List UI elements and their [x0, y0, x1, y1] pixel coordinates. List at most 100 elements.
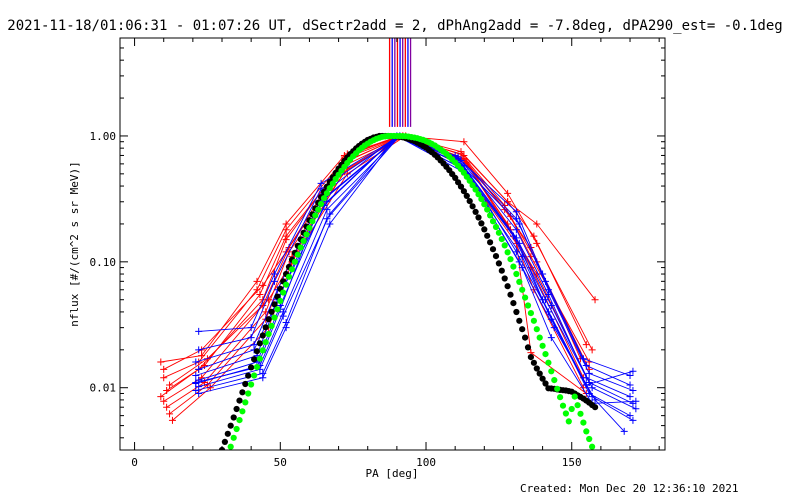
- model-point-black: [239, 389, 246, 396]
- series-marker-blue: [270, 277, 278, 285]
- series-marker-red: [588, 346, 596, 354]
- model-point-black: [513, 308, 520, 316]
- series-marker-blue: [585, 369, 593, 377]
- model-point-green: [268, 322, 275, 329]
- series-marker-red: [265, 296, 273, 304]
- model-point-green: [510, 263, 517, 270]
- model-point-green: [504, 249, 511, 256]
- model-point-green: [472, 186, 479, 193]
- model-point-black: [221, 438, 228, 445]
- model-point-green: [265, 330, 272, 338]
- x-tick-label: 100: [416, 456, 436, 469]
- model-point-green: [239, 408, 246, 415]
- series-marker-red: [160, 374, 168, 382]
- series-marker-red: [256, 291, 264, 299]
- series-marker-blue: [588, 384, 596, 392]
- series-marker-blue: [512, 234, 520, 242]
- model-point-green: [318, 200, 325, 207]
- series-marker-red: [457, 150, 465, 158]
- model-point-green: [542, 351, 549, 358]
- model-point-green: [559, 402, 567, 409]
- model-point-green: [469, 182, 476, 189]
- series-line-red-8: [163, 135, 593, 370]
- x-tick-label: 0: [131, 456, 138, 469]
- model-point-green: [227, 443, 234, 450]
- series-marker-blue: [512, 226, 520, 234]
- series-marker-red: [160, 397, 168, 405]
- series-marker-blue: [192, 378, 200, 386]
- series-marker-red: [533, 239, 541, 247]
- model-point-green: [586, 435, 593, 443]
- series-marker-blue: [626, 381, 634, 389]
- model-point-black: [484, 232, 491, 239]
- model-point-green: [280, 289, 287, 296]
- model-point-black: [524, 344, 532, 351]
- model-point-green: [568, 405, 575, 413]
- series-marker-blue: [629, 416, 637, 424]
- series-marker-blue: [632, 397, 640, 405]
- model-point-black: [251, 356, 258, 363]
- model-point-green: [589, 443, 596, 450]
- model-point-green: [297, 244, 304, 251]
- model-point-green: [527, 310, 535, 317]
- model-point-black: [248, 364, 255, 371]
- series-marker-blue: [270, 270, 278, 278]
- series-marker-blue: [620, 427, 628, 435]
- model-point-black: [533, 365, 540, 372]
- series-marker-blue: [512, 208, 520, 216]
- model-point-green: [562, 410, 570, 417]
- series-line-red-4: [163, 135, 584, 402]
- series-marker-blue: [195, 327, 203, 335]
- model-point-black: [498, 267, 505, 274]
- model-point-black: [242, 380, 249, 388]
- model-point-green: [285, 273, 293, 280]
- x-axis-label: PA [deg]: [366, 467, 419, 480]
- model-point-green: [557, 394, 564, 401]
- model-point-green: [522, 294, 529, 301]
- series-marker-blue: [632, 405, 640, 413]
- model-point-green: [306, 224, 313, 231]
- series-marker-red: [168, 416, 176, 424]
- model-point-green: [533, 326, 540, 333]
- series-marker-blue: [192, 372, 200, 380]
- series-marker-blue: [195, 389, 203, 397]
- model-point-black: [495, 260, 502, 267]
- model-point-green: [554, 385, 561, 392]
- model-point-green: [466, 177, 473, 184]
- series-marker-blue: [626, 393, 634, 401]
- model-point-green: [548, 368, 555, 375]
- model-point-green: [513, 270, 520, 278]
- series-marker-blue: [454, 155, 462, 163]
- model-point-black: [516, 317, 523, 324]
- series-marker-blue: [192, 387, 200, 395]
- series-marker-red: [533, 220, 541, 228]
- model-point-black: [230, 414, 237, 421]
- model-point-green: [475, 191, 482, 198]
- y-tick-label: 0.01: [90, 382, 117, 395]
- model-point-green: [329, 180, 336, 187]
- series-marker-blue: [192, 358, 200, 366]
- series-marker-red: [282, 236, 290, 244]
- model-point-green: [233, 425, 240, 433]
- series-marker-blue: [247, 334, 255, 342]
- model-point-green: [577, 410, 584, 417]
- model-point-green: [274, 306, 281, 313]
- model-point-black: [271, 301, 278, 308]
- series-marker-blue: [591, 396, 599, 404]
- series-marker-blue: [323, 206, 331, 214]
- model-point-green: [484, 206, 491, 213]
- model-point-black: [510, 300, 517, 307]
- model-point-black: [492, 253, 500, 260]
- model-point-green: [481, 201, 488, 208]
- series-marker-blue: [195, 383, 203, 391]
- model-point-black: [472, 208, 479, 215]
- model-point-green: [501, 242, 508, 249]
- x-tick-label: 50: [274, 456, 287, 469]
- model-point-black: [487, 239, 494, 246]
- model-point-black: [466, 198, 473, 205]
- series-marker-blue: [626, 412, 634, 420]
- series-marker-red: [160, 365, 168, 373]
- model-point-green: [516, 278, 523, 285]
- model-point-green: [245, 390, 252, 397]
